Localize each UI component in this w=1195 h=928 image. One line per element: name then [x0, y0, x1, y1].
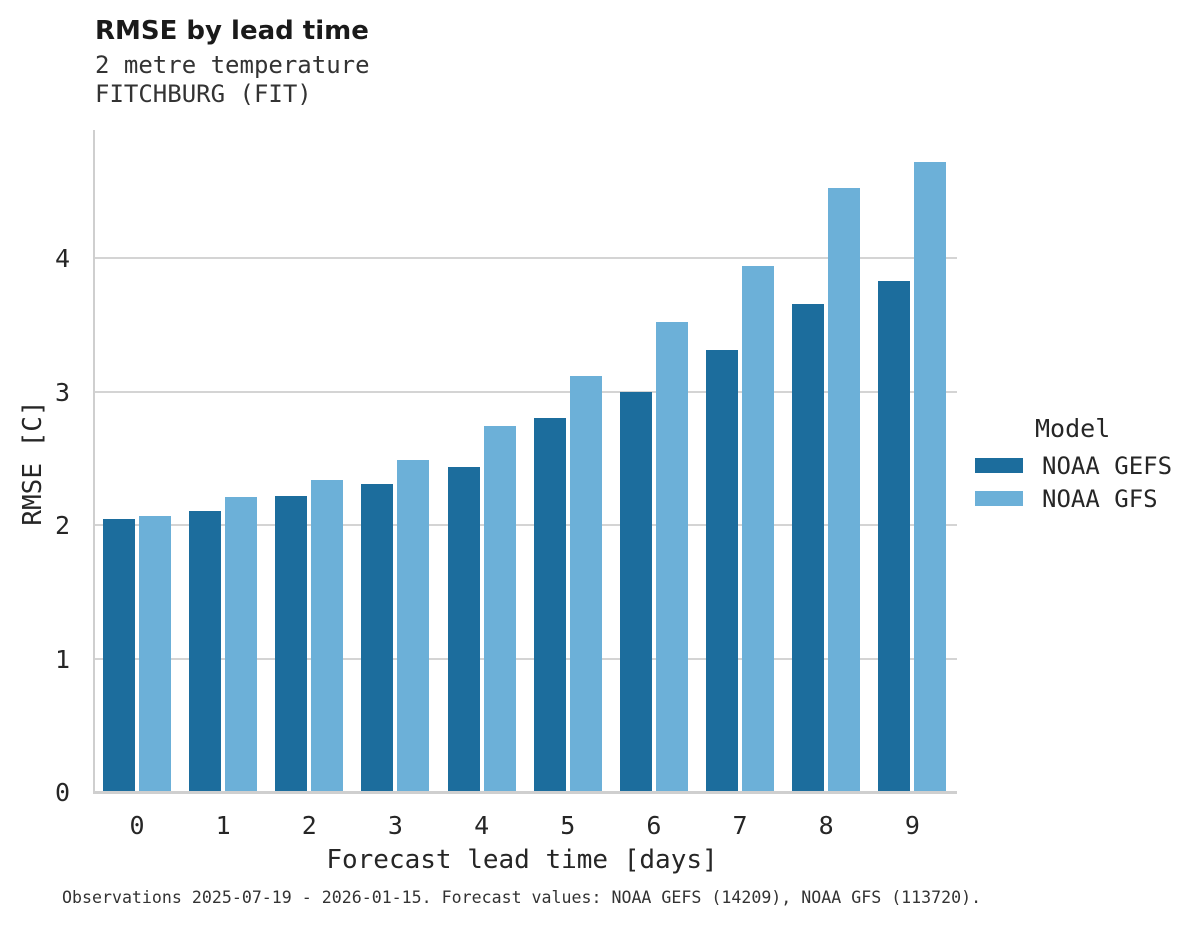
x-tick-label: 9: [904, 811, 920, 840]
bar-noaa-gefs-day-2: [275, 495, 308, 792]
bar-noaa-gfs-day-9: [914, 162, 947, 792]
x-tick-label: 8: [818, 811, 834, 840]
x-tick-label: 0: [129, 811, 145, 840]
x-axis-title: Forecast lead time [days]: [326, 845, 718, 875]
bar-noaa-gfs-day-4: [483, 426, 516, 792]
x-tick-label: 4: [474, 811, 490, 840]
bar-noaa-gefs-day-3: [361, 483, 394, 792]
legend-label: NOAA GFS: [1042, 485, 1158, 513]
y-gridline: [94, 257, 957, 260]
chart-subtitle-variable: 2 metre temperature: [95, 51, 370, 79]
bar-noaa-gfs-day-2: [311, 479, 344, 792]
bar-noaa-gfs-day-8: [828, 187, 861, 792]
legend-swatch: [975, 491, 1023, 506]
y-tick-label: 3: [54, 377, 70, 407]
bar-noaa-gefs-day-6: [619, 391, 652, 792]
y-tick-label: 2: [54, 511, 70, 541]
x-tick-label: 6: [646, 811, 662, 840]
y-axis-line: [93, 130, 95, 794]
x-tick-label: 2: [301, 811, 317, 840]
bar-noaa-gfs-day-0: [139, 515, 171, 792]
bar-noaa-gefs-day-7: [706, 350, 739, 792]
bar-noaa-gfs-day-1: [225, 497, 258, 792]
bar-noaa-gfs-day-3: [397, 459, 430, 792]
x-tick-label: 7: [732, 811, 748, 840]
chart-title: RMSE by lead time: [95, 16, 369, 46]
bar-noaa-gefs-day-0: [103, 518, 135, 792]
bar-noaa-gefs-day-8: [792, 303, 825, 792]
legend-label: NOAA GEFS: [1042, 452, 1173, 480]
y-gridline: [94, 524, 957, 527]
y-tick-label: 1: [54, 644, 70, 674]
bar-noaa-gefs-day-1: [189, 510, 222, 792]
y-tick-label: 0: [54, 778, 70, 807]
y-gridline: [94, 390, 957, 393]
bar-noaa-gfs-day-6: [655, 322, 688, 792]
x-tick-label: 3: [387, 811, 403, 840]
x-axis-line: [93, 791, 957, 794]
footer-caption: Observations 2025-07-19 - 2026-01-15. Fo…: [62, 888, 982, 907]
chart-subtitle-station: FITCHBURG (FIT): [95, 80, 312, 108]
x-tick-label: 5: [560, 811, 576, 840]
y-tick-label: 4: [54, 244, 70, 274]
legend-title: Model: [1035, 414, 1111, 443]
bar-noaa-gfs-day-5: [569, 375, 602, 792]
y-gridline: [94, 657, 957, 660]
bar-noaa-gefs-day-4: [447, 466, 480, 792]
legend-swatch: [975, 458, 1023, 473]
bar-noaa-gfs-day-7: [742, 266, 775, 792]
bar-noaa-gefs-day-9: [878, 281, 911, 792]
x-tick-label: 1: [215, 811, 231, 840]
bar-noaa-gefs-day-5: [533, 418, 566, 792]
